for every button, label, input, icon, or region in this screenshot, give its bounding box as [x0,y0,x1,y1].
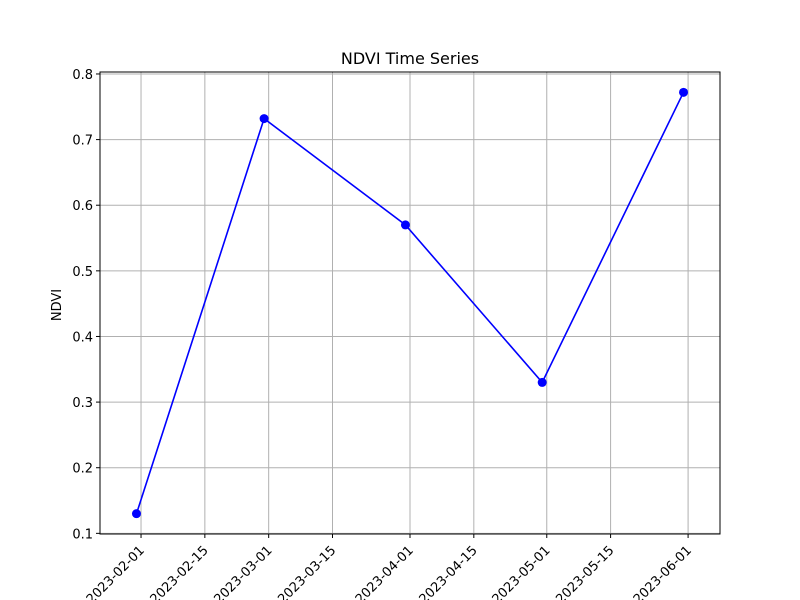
y-tick-label: 0.8 [72,68,93,83]
y-tick-label: 0.5 [72,265,93,280]
y-tick-label: 0.4 [72,330,93,345]
x-tick-label: 2023-03-15 [275,543,339,600]
data-point [679,87,689,97]
y-tick-label: 0.1 [72,527,93,542]
x-tick-label: 2023-02-15 [148,543,212,600]
x-tick-label: 2023-04-15 [417,543,481,600]
tick-layer: 2023-02-01 2023-02-15 2023-03-01 2023-03-15… [72,68,695,600]
data-point [537,377,547,387]
x-tick-label: 2023-05-15 [553,543,617,600]
x-tick-label: 2023-02-01 [84,543,148,600]
data-point [259,114,269,124]
x-tick-label: 2023-05-01 [490,543,554,600]
grid-lines [100,72,720,534]
y-tick-label: 0.2 [72,462,93,477]
y-tick-label: 0.7 [72,134,93,149]
x-tick-label: 2023-06-01 [631,543,695,600]
data-point [400,220,410,230]
y-axis-label: NDVI [50,289,65,321]
y-tick-label: 0.3 [72,396,93,411]
data-point [131,509,141,519]
chart-title: NDVI Time Series [341,49,479,68]
series-layer [131,87,689,519]
x-tick-label: 2023-04-01 [353,543,417,600]
y-tick-label: 0.6 [72,199,93,214]
x-tick-label: 2023-03-01 [211,543,275,600]
